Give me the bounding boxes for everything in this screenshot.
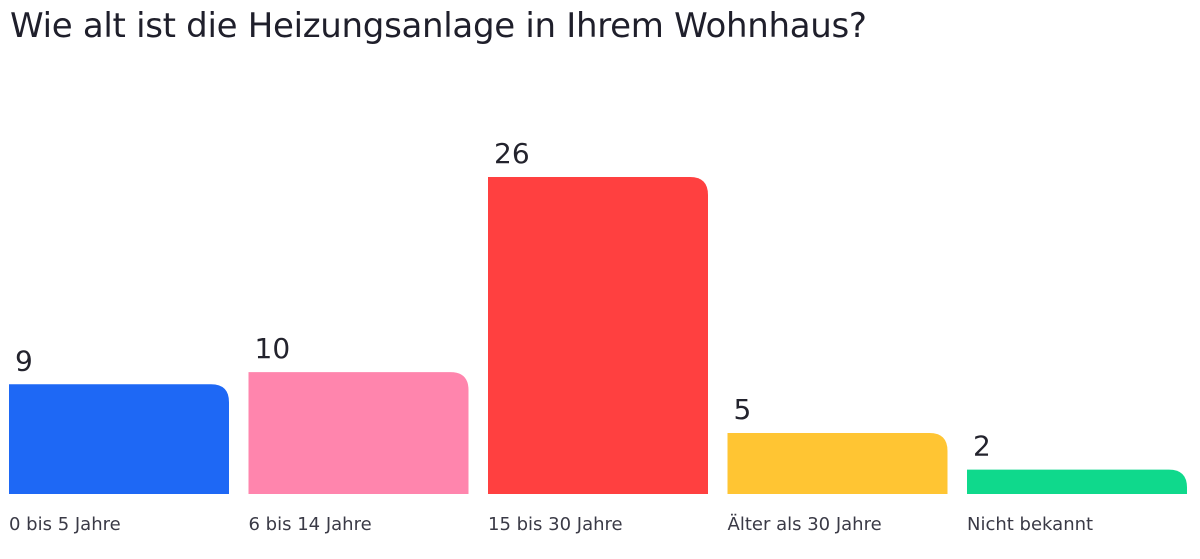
category-label: Älter als 30 Jahre xyxy=(728,514,882,535)
bar-value-label: 5 xyxy=(734,393,752,426)
bar xyxy=(248,372,469,494)
bar-value-label: 2 xyxy=(973,430,991,463)
bar xyxy=(9,384,229,494)
category-label: Nicht bekannt xyxy=(967,514,1093,535)
bar xyxy=(967,469,1187,494)
category-label: 6 bis 14 Jahre xyxy=(249,514,372,535)
category-label: 15 bis 30 Jahre xyxy=(488,514,623,535)
bar-value-label: 26 xyxy=(494,137,530,170)
bar-value-label: 10 xyxy=(255,332,291,365)
bar xyxy=(488,177,708,494)
category-label: 0 bis 5 Jahre xyxy=(9,514,121,535)
chart-title: Wie alt ist die Heizungsanlage in Ihrem … xyxy=(10,6,867,46)
bar-value-label: 9 xyxy=(15,344,33,377)
bar xyxy=(727,433,948,494)
